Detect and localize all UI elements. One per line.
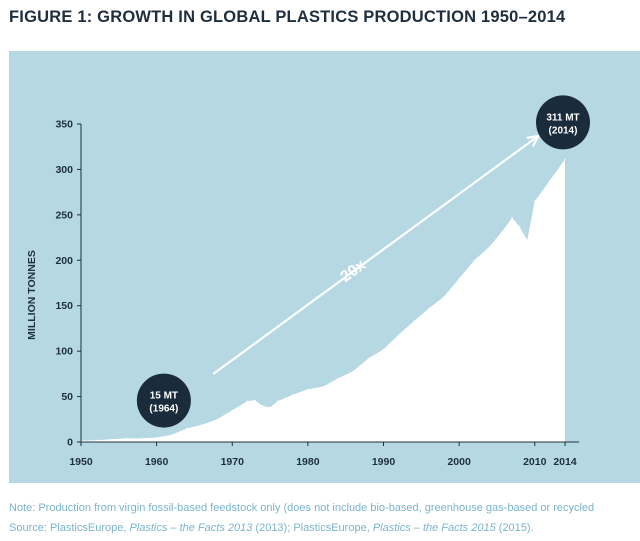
data-point-1954 [110, 438, 112, 440]
source-title-2: Plastics – the Facts 2015 [372, 522, 496, 534]
source-title-1: Plastics – the Facts 2013 [129, 522, 253, 534]
x-tick-label-2010: 2010 [523, 456, 547, 468]
x-tick-label-1950: 1950 [69, 456, 93, 468]
x-tick-label-1980: 1980 [296, 456, 320, 468]
y-tick-label-350: 350 [55, 119, 73, 131]
data-point-2004 [488, 246, 490, 248]
data-point-1962 [171, 434, 173, 436]
data-point-2000 [458, 277, 460, 280]
data-point-1952 [95, 439, 97, 441]
data-point-1956 [125, 437, 127, 439]
x-tick-label-1990: 1990 [372, 456, 396, 468]
data-point-1994 [413, 320, 415, 322]
data-point-1972 [246, 400, 248, 402]
figure-title: FIGURE 1: GROWTH IN GLOBAL PLASTICS PROD… [9, 8, 566, 26]
data-point-1958 [140, 437, 143, 439]
data-point-2007 [511, 217, 513, 219]
data-point-1964 [186, 427, 188, 429]
data-point-1986 [352, 370, 354, 372]
annotation-circle-1964 [136, 373, 191, 428]
data-point-1960 [156, 436, 158, 439]
data-point-1974 [261, 405, 264, 407]
annotation-circle-2014 [536, 95, 590, 150]
x-tick-label-1970: 1970 [221, 456, 245, 468]
x-tick-label-2014: 2014 [553, 456, 577, 468]
data-point-1996 [428, 307, 430, 309]
data-point-1988 [367, 357, 369, 359]
data-point-1980 [307, 388, 309, 390]
growth-arrow-line [212, 134, 540, 375]
data-point-1975 [269, 406, 271, 409]
data-point-1968 [216, 418, 218, 420]
data-point-2002 [473, 259, 475, 261]
y-axis-label: MILLION TONNES [26, 250, 38, 340]
data-point-2008 [519, 226, 521, 228]
y-tick-label-200: 200 [55, 255, 73, 267]
y-tick-label-50: 50 [61, 391, 73, 403]
data-point-2012 [549, 179, 551, 181]
y-tick-label-0: 0 [67, 437, 73, 449]
annotation-value-2014: 311 MT [546, 112, 579, 123]
data-point-1992 [398, 334, 400, 336]
data-point-1984 [337, 377, 339, 379]
source-prefix: Source: PlasticsEurope, [9, 522, 130, 534]
annotation-year-1964: (1964) [149, 404, 178, 415]
annotation-year-2014: (2014) [549, 125, 578, 136]
y-tick-label-100: 100 [55, 346, 73, 358]
data-point-1978 [292, 394, 294, 396]
data-point-1970 [231, 409, 233, 411]
source-middle: (2013); PlasticsEurope, [252, 522, 373, 534]
footnote-note: Note: Production from virgin fossil-base… [9, 502, 595, 514]
x-tick-label-2000: 2000 [447, 456, 471, 468]
data-point-1982 [322, 386, 324, 388]
data-point-2010 [534, 200, 536, 202]
production-area [81, 159, 565, 442]
plastics-production-chart: 0 50 100 150 200 250 300 350 1950 1960 1970 1980 199… [9, 51, 640, 483]
data-point-1966 [201, 424, 203, 426]
data-point-2009 [526, 239, 528, 241]
data-point-1976 [277, 400, 279, 402]
y-tick-label-150: 150 [55, 300, 73, 312]
data-point-1973 [254, 399, 256, 401]
annotation-value-1964: 15 MT [150, 391, 178, 402]
data-point-2014 [564, 158, 566, 160]
annotation-bubble-2014: 311 MT (2014) [536, 95, 590, 150]
source-suffix: (2015). [495, 522, 534, 534]
y-tick-label-250: 250 [55, 209, 73, 221]
y-tick-label-300: 300 [55, 164, 73, 176]
data-point-1990 [382, 348, 385, 350]
data-point-2006 [503, 227, 506, 230]
data-point-1998 [443, 296, 445, 298]
x-tick-label-1960: 1960 [145, 456, 169, 468]
annotation-bubble-1964: 15 MT (1964) [136, 373, 191, 428]
growth-arrow-head [526, 134, 541, 147]
footnote-source: Source: PlasticsEurope, Plastics – the F… [9, 522, 534, 534]
chart-area: 0 50 100 150 200 250 300 350 1950 1960 1970 1980 199… [9, 51, 640, 483]
